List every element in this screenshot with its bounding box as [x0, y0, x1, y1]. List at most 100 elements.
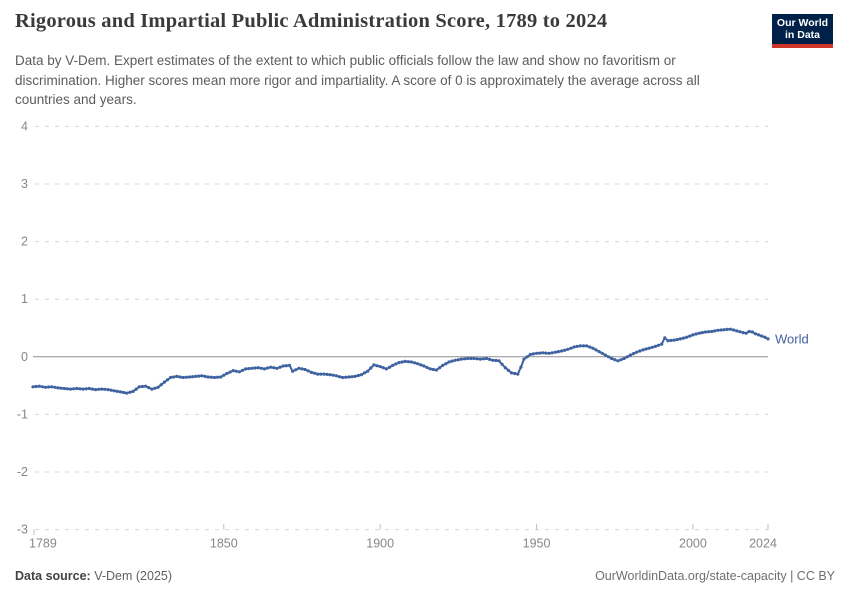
series-point — [660, 342, 664, 346]
series-point — [466, 356, 470, 361]
series-point — [165, 378, 170, 382]
series-point — [566, 347, 570, 351]
series-point — [575, 344, 579, 348]
series-point — [691, 333, 695, 337]
y-axis-tick-label: 4 — [21, 119, 28, 133]
series-point — [438, 366, 442, 370]
owid-logo[interactable]: Our World in Data — [772, 14, 833, 48]
series-point — [328, 373, 332, 377]
series-point — [703, 330, 708, 334]
series-point — [312, 371, 317, 375]
series-point — [757, 333, 761, 337]
series-point — [434, 368, 439, 372]
series-point — [638, 349, 642, 353]
series-point — [309, 370, 313, 374]
series-point — [503, 366, 507, 370]
series-point — [362, 371, 367, 375]
series-point — [488, 357, 492, 361]
series-point — [516, 372, 520, 376]
series-point — [43, 385, 48, 389]
series-point — [700, 331, 704, 335]
series-point — [384, 367, 388, 371]
series-point — [275, 366, 279, 370]
series-point — [34, 384, 38, 389]
series-point — [137, 385, 141, 389]
series-point — [388, 365, 392, 369]
series-point — [256, 366, 260, 370]
series-point — [150, 387, 154, 391]
series-point — [419, 363, 423, 367]
series-point — [97, 387, 101, 391]
series-point — [710, 329, 714, 334]
series-point — [569, 346, 573, 350]
series-point — [763, 335, 767, 339]
series-point — [300, 367, 304, 371]
series-point — [581, 344, 586, 348]
series-point — [37, 384, 41, 388]
series-point — [331, 373, 335, 377]
series-point — [375, 364, 379, 368]
y-axis-tick-label: -1 — [17, 407, 28, 421]
series-point — [678, 337, 683, 341]
series-point — [456, 358, 460, 362]
owid-logo-box: Our World in Data — [772, 14, 833, 44]
series-point — [272, 366, 276, 370]
series-point — [47, 385, 51, 389]
series-point — [588, 345, 592, 349]
series-point — [469, 356, 473, 361]
series-point — [744, 331, 748, 335]
data-source-value: V-Dem (2025) — [90, 569, 173, 583]
series-point — [372, 363, 376, 367]
series-point — [409, 360, 413, 364]
series-point — [294, 368, 298, 372]
series-point — [672, 338, 676, 342]
series-point — [528, 352, 532, 357]
series-point — [585, 344, 589, 348]
series-point — [722, 328, 726, 332]
series-point — [741, 331, 745, 335]
series-point — [428, 367, 432, 371]
series-point — [253, 366, 257, 370]
series-point — [147, 386, 151, 390]
series-point — [594, 348, 598, 352]
series-point — [122, 390, 126, 395]
series-point — [500, 362, 504, 366]
series-point — [53, 385, 57, 389]
series-point — [613, 358, 617, 362]
series-point — [241, 368, 245, 372]
series-point — [366, 369, 370, 373]
series-point — [525, 355, 529, 359]
series-point — [625, 355, 629, 359]
owid-logo-line1: Our World — [776, 17, 829, 29]
series-point — [222, 373, 226, 377]
owid-logo-line2: in Data — [784, 29, 820, 41]
series-point — [225, 371, 229, 376]
series-point — [244, 367, 248, 371]
series-point — [353, 374, 357, 378]
series-point — [397, 361, 401, 365]
series-point — [716, 328, 720, 332]
series-point — [444, 362, 448, 366]
data-source-label: Data source: — [15, 569, 91, 583]
series-point — [219, 375, 223, 379]
series-point — [750, 330, 755, 334]
y-axis-tick-label: 3 — [21, 177, 28, 191]
credit-link[interactable]: OurWorldinData.org/state-capacity | CC B… — [595, 569, 835, 583]
x-axis-tick-label: 1789 — [29, 537, 57, 551]
series-point — [94, 388, 98, 392]
series-point — [547, 351, 551, 355]
series-point — [656, 343, 661, 347]
series-point — [68, 387, 73, 391]
series-point — [635, 350, 639, 354]
series-point — [391, 363, 395, 367]
series-point — [106, 388, 110, 392]
series-point — [65, 387, 69, 391]
series-point — [556, 350, 561, 354]
series-point — [728, 327, 733, 331]
series-point — [610, 356, 614, 361]
series-point — [531, 352, 536, 356]
owid-logo-accent-strip — [772, 44, 833, 48]
series-point — [472, 356, 476, 361]
